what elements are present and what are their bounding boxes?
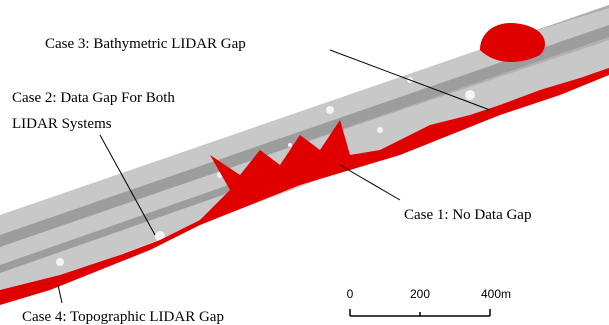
scale-label: 0 [347, 287, 354, 301]
scale-label: 400m [481, 287, 511, 301]
case2-label: Case 2: Data Gap For Both [12, 90, 175, 106]
scale-bar [350, 309, 490, 316]
scale-label: 200 [410, 287, 430, 301]
case3-label: Case 3: Bathymetric LIDAR Gap [45, 36, 246, 52]
figure: Case 3: Bathymetric LIDAR Gap Case 2: Da… [0, 0, 609, 325]
case2-label: LIDAR Systems [12, 116, 112, 132]
case1-label: Case 1: No Data Gap [404, 207, 531, 223]
case4-label: Case 4: Topographic LIDAR Gap [22, 309, 224, 325]
